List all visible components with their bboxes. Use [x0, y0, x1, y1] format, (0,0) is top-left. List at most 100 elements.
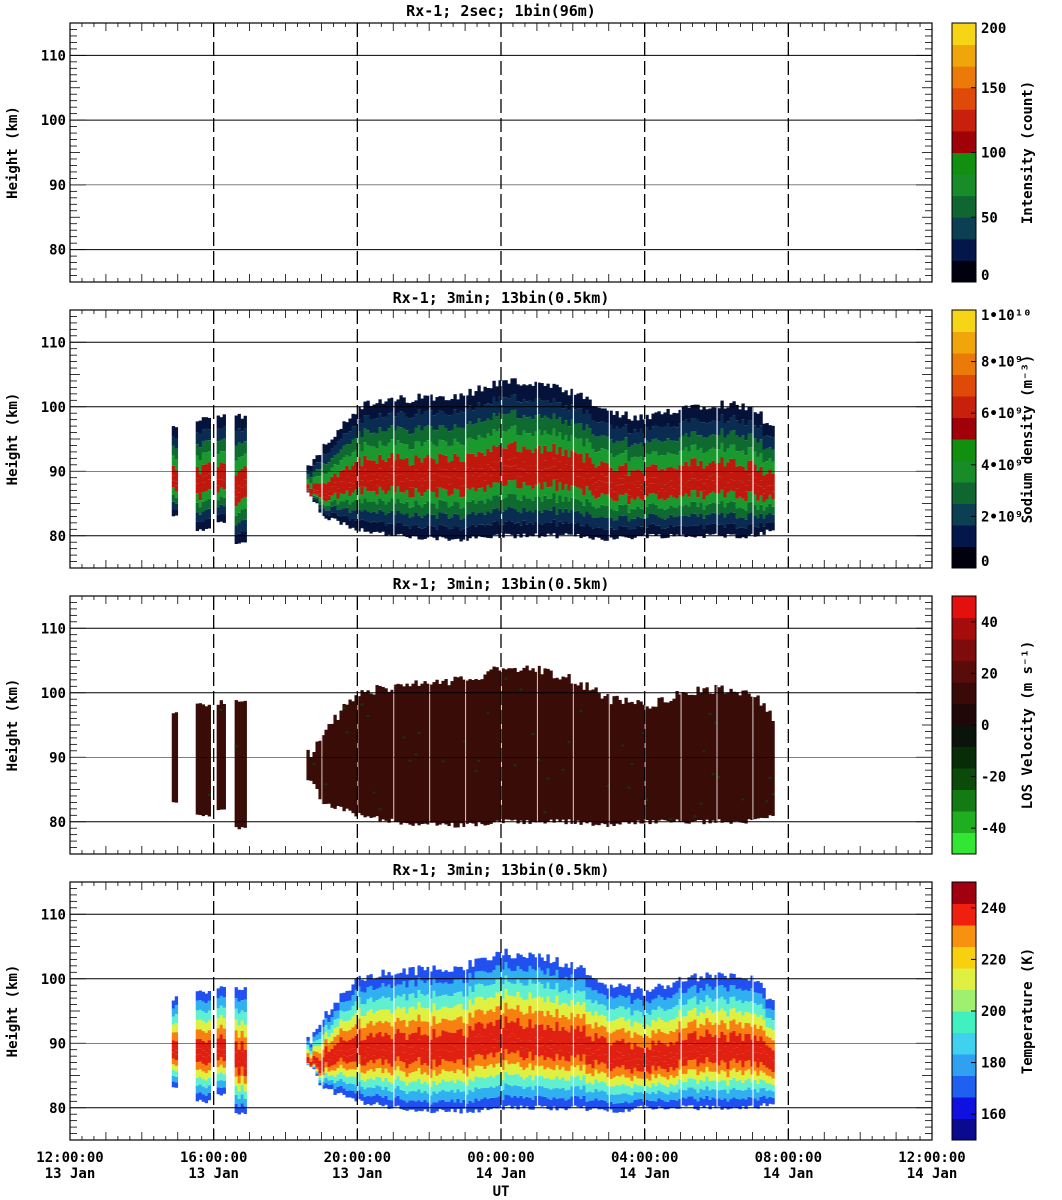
layer-band-bottom — [519, 1066, 523, 1077]
layer-band-top — [555, 983, 559, 997]
layer-band-top — [522, 985, 526, 1001]
layer-band-top — [600, 993, 604, 1005]
layer-band-top — [570, 974, 574, 988]
layer-band-bottom — [420, 528, 424, 540]
layer-band-bottom — [465, 1085, 469, 1095]
layer-band-bottom — [513, 523, 517, 539]
layer-band-top — [573, 969, 577, 982]
layer-band-bottom — [666, 1101, 670, 1110]
layer-band-top — [483, 1014, 487, 1029]
layer-band-top — [687, 466, 691, 481]
layer-band-top — [564, 449, 568, 465]
layer-band-bottom — [396, 486, 400, 499]
layer-band-top — [498, 992, 502, 1007]
layer-band-top — [201, 1040, 206, 1051]
layer-band-top — [375, 418, 379, 434]
layer-band-top — [408, 449, 412, 466]
layer-band-top — [639, 1023, 643, 1036]
layer-band-top — [336, 1026, 340, 1035]
layer-band-bottom — [672, 526, 676, 537]
layer-band-top — [384, 446, 388, 462]
layer-band-top — [450, 1020, 454, 1033]
layer-band-top — [564, 420, 568, 436]
layer-band-top — [450, 429, 454, 446]
layer-band-top — [462, 412, 466, 429]
layer-band-bottom — [609, 1094, 613, 1102]
layer-band-bottom — [492, 482, 496, 496]
layer-band-bottom — [546, 1088, 550, 1099]
layer-band-bottom — [690, 501, 694, 514]
layer-core — [651, 1050, 655, 1057]
data-column — [654, 706, 658, 824]
layer-band-bottom — [498, 1051, 502, 1063]
layer-band-bottom — [402, 1062, 406, 1072]
colorbar-swatch — [952, 87, 976, 110]
layer-band-top — [321, 1019, 325, 1028]
layer-band-top — [639, 1047, 643, 1060]
data-column — [624, 697, 628, 822]
layer-band-top — [351, 995, 355, 1006]
layer-band-bottom — [492, 1097, 496, 1108]
layer-band-bottom — [480, 524, 484, 538]
layer-band-bottom — [552, 1060, 556, 1071]
layer-band-bottom — [375, 1050, 379, 1060]
layer-band-top — [549, 387, 553, 404]
layer-band-bottom — [699, 502, 703, 514]
layer-band-top — [438, 410, 442, 426]
colorbar-swatch — [952, 460, 976, 483]
layer-band-bottom — [309, 495, 313, 497]
layer-band-bottom — [525, 485, 529, 499]
layer-band-bottom — [393, 1079, 397, 1089]
data-column — [330, 723, 334, 808]
layer-band-bottom — [639, 517, 643, 527]
layer-band-top — [393, 445, 397, 461]
layer-core — [234, 1052, 238, 1059]
layer-band-top — [522, 1028, 526, 1044]
layer-band-bottom — [381, 490, 385, 501]
colorbar-swatch — [952, 195, 976, 218]
layer-core — [216, 479, 220, 486]
layer-band-top — [387, 398, 391, 414]
layer-band-top — [666, 438, 670, 453]
layer-band-bottom — [342, 508, 346, 516]
layer-band-top — [219, 428, 223, 440]
layer-band-top — [627, 461, 631, 476]
layer-band-top — [576, 1002, 580, 1014]
layer-core — [657, 1051, 661, 1058]
layer-band-top — [312, 1036, 316, 1042]
layer-band-bottom — [519, 1076, 523, 1087]
layer-band-bottom — [630, 1073, 634, 1081]
layer-band-bottom — [363, 486, 367, 499]
layer-band-bottom — [393, 482, 397, 493]
layer-band-bottom — [216, 507, 220, 515]
layer-band-bottom — [204, 500, 209, 510]
layer-band-top — [525, 401, 529, 418]
layer-band-bottom — [765, 499, 769, 508]
layer-core — [546, 468, 550, 476]
layer-band-top — [630, 1004, 634, 1016]
layer-band-bottom — [735, 528, 739, 539]
layer-band-bottom — [744, 510, 748, 520]
layer-band-bottom — [390, 1058, 394, 1067]
layer-band-top — [567, 426, 571, 442]
layer-band-top — [558, 966, 562, 980]
layer-band-bottom — [522, 1050, 526, 1061]
layer-band-top — [543, 430, 547, 446]
layer-band-bottom — [414, 1061, 418, 1072]
layer-band-top — [516, 979, 520, 993]
layer-band-bottom — [540, 1055, 544, 1066]
velocity-speck — [606, 784, 610, 787]
layer-core — [729, 472, 733, 480]
layer-band-top — [387, 442, 391, 458]
layer-band-bottom — [555, 490, 559, 503]
layer-core — [771, 485, 775, 492]
layer-band-top — [201, 1001, 206, 1012]
layer-core — [462, 478, 466, 486]
colorbar-tick-label: 4•10⁹ — [981, 458, 1023, 474]
layer-band-bottom — [375, 1076, 379, 1086]
layer-band-bottom — [474, 479, 478, 492]
layer-band-top — [393, 1033, 397, 1046]
layer-band-bottom — [396, 1066, 400, 1077]
layer-band-bottom — [387, 512, 391, 524]
layer-band-bottom — [324, 510, 328, 515]
